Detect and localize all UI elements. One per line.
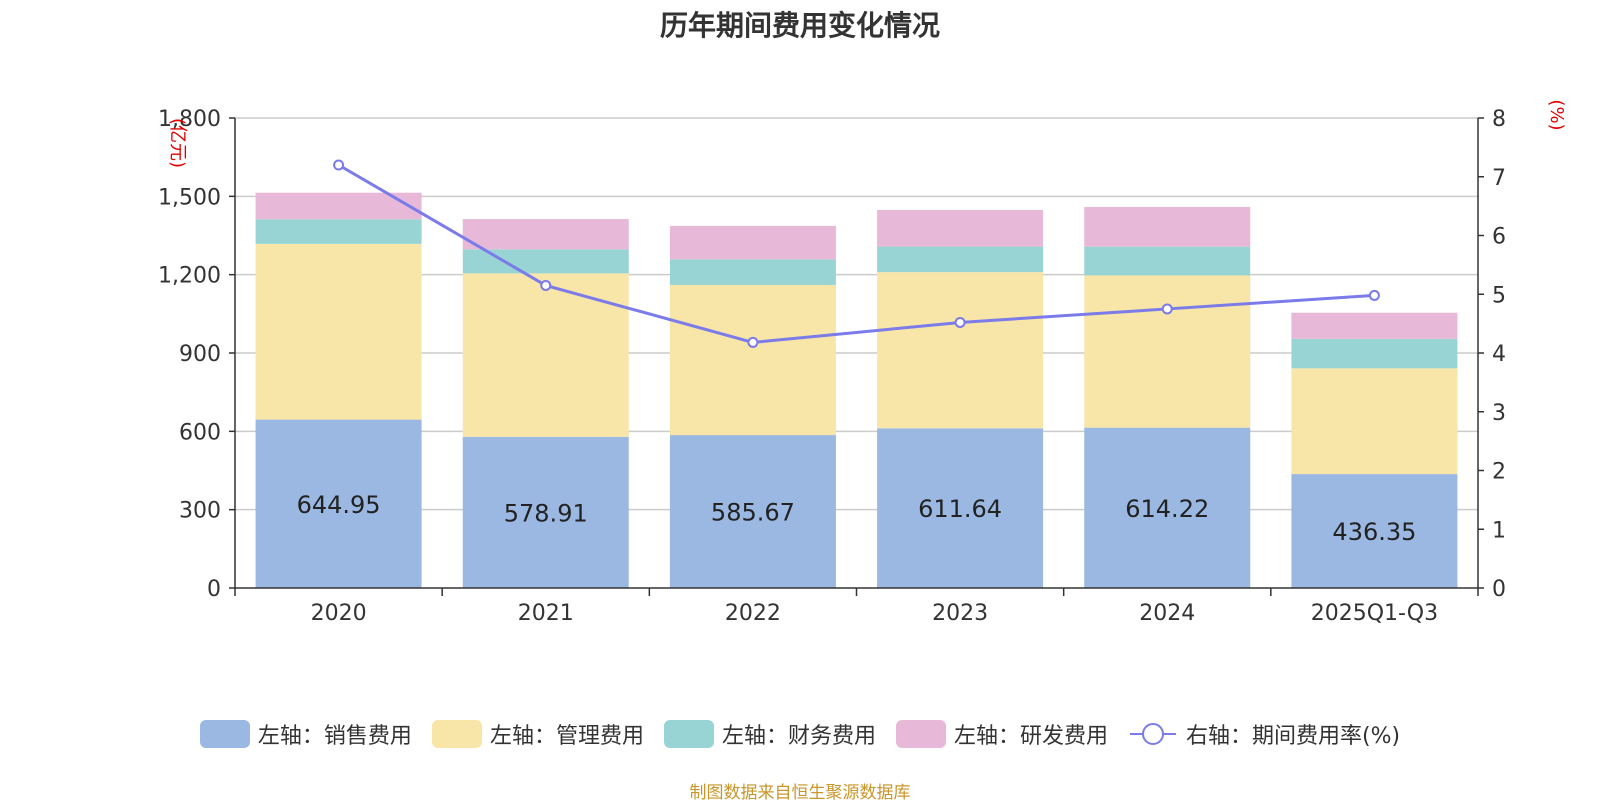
bar-data-label: 436.35 — [1332, 518, 1416, 546]
right-tick-label: 3 — [1492, 401, 1506, 426]
bar-segment-3 — [877, 210, 1044, 247]
x-tick-label: 2025Q1-Q3 — [1311, 601, 1438, 626]
rate-point — [333, 159, 345, 171]
legend-item-sales[interactable]: 左轴：销售费用 — [199, 718, 412, 750]
left-tick-label: 0 — [207, 577, 221, 602]
bar-segment-1 — [669, 284, 836, 436]
right-axis-label: (%) — [1546, 99, 1567, 130]
bar-data-label: 614.22 — [1125, 495, 1209, 523]
left-tick-label: 900 — [179, 342, 221, 367]
bar-segment-1 — [1084, 275, 1251, 428]
x-tick-label: 2022 — [725, 601, 781, 626]
bar-data-label: 578.91 — [504, 499, 588, 527]
right-tick-label: 6 — [1492, 225, 1506, 250]
right-tick-label: 2 — [1492, 460, 1506, 485]
bar-segment-2 — [255, 219, 422, 244]
bar-segment-2 — [669, 259, 836, 285]
legend-label-admin: 左轴：管理费用 — [489, 724, 644, 749]
x-tick-label: 2021 — [518, 601, 574, 626]
bar-segment-1 — [462, 273, 629, 437]
right-tick-label: 7 — [1492, 166, 1506, 191]
legend-item-admin[interactable]: 左轴：管理费用 — [431, 718, 644, 750]
right-tick-label: 5 — [1492, 283, 1506, 308]
rate-point — [954, 316, 966, 328]
left-axis-label: (亿元) — [167, 118, 188, 168]
left-tick-label: 1,500 — [158, 185, 221, 210]
rate-point — [1161, 303, 1173, 315]
legend-label-sales: 左轴：销售费用 — [257, 724, 412, 749]
left-tick-label: 300 — [179, 499, 221, 524]
right-tick-label: 0 — [1492, 577, 1506, 602]
rate-point — [1368, 289, 1380, 301]
bar-data-label: 644.95 — [297, 491, 381, 519]
bar-segment-3 — [1291, 312, 1458, 339]
bar-segment-0 — [669, 435, 836, 588]
bar-segment-3 — [462, 219, 629, 250]
bar-segment-3 — [669, 225, 836, 260]
legend-item-rate[interactable]: 右轴：期间费用率(%) — [1128, 718, 1400, 750]
legend-swatch-sales — [199, 720, 250, 748]
bar-segment-1 — [1291, 368, 1458, 475]
bar-segment-0 — [255, 419, 422, 588]
legend-swatch-rd — [895, 720, 946, 748]
legend-label-rate: 右轴：期间费用率(%) — [1185, 724, 1401, 749]
right-tick-label: 4 — [1492, 342, 1506, 367]
x-tick-label: 2020 — [311, 601, 367, 626]
bar-segment-0 — [462, 436, 629, 588]
left-tick-label: 600 — [179, 420, 221, 445]
x-tick-label: 2024 — [1139, 601, 1195, 626]
legend-item-finance[interactable]: 左轴：财务费用 — [663, 718, 876, 750]
bar-data-label: 585.67 — [711, 499, 795, 527]
rate-point — [747, 336, 759, 348]
bar-segment-3 — [255, 192, 422, 220]
left-tick-label: 1,800 — [158, 107, 221, 132]
right-tick-label: 1 — [1492, 518, 1506, 543]
legend-swatch-admin — [431, 720, 482, 748]
bar-segment-0 — [1084, 427, 1251, 588]
chart-title: 历年期间费用变化情况 — [659, 9, 940, 42]
legend-item-rd[interactable]: 左轴：研发费用 — [895, 718, 1108, 750]
bar-segment-2 — [1291, 338, 1458, 369]
right-tick-label: 8 — [1492, 107, 1506, 132]
x-tick-label: 2023 — [932, 601, 988, 626]
bar-segment-2 — [1084, 246, 1251, 276]
legend: 左轴：销售费用 左轴：管理费用 左轴：财务费用 左轴：研发费用 右轴：期间费用率… — [0, 718, 1600, 750]
legend-swatch-finance — [663, 720, 714, 748]
bar-segment-3 — [1084, 206, 1251, 247]
left-tick-label: 1,200 — [158, 264, 221, 289]
bar-segment-0 — [877, 428, 1044, 588]
data-source-note: 制图数据来自恒生聚源数据库 — [689, 783, 911, 803]
bar-segment-1 — [255, 243, 422, 420]
legend-label-finance: 左轴：财务费用 — [721, 724, 876, 749]
bar-data-label: 611.64 — [918, 495, 1002, 523]
bar-segment-2 — [877, 246, 1044, 273]
bar-segment-0 — [1291, 474, 1458, 588]
bar-segment-1 — [877, 272, 1044, 429]
rate-line — [337, 163, 1375, 344]
legend-line-icon — [1129, 723, 1176, 745]
rate-point — [540, 279, 552, 291]
legend-label-rd: 左轴：研发费用 — [953, 724, 1108, 749]
